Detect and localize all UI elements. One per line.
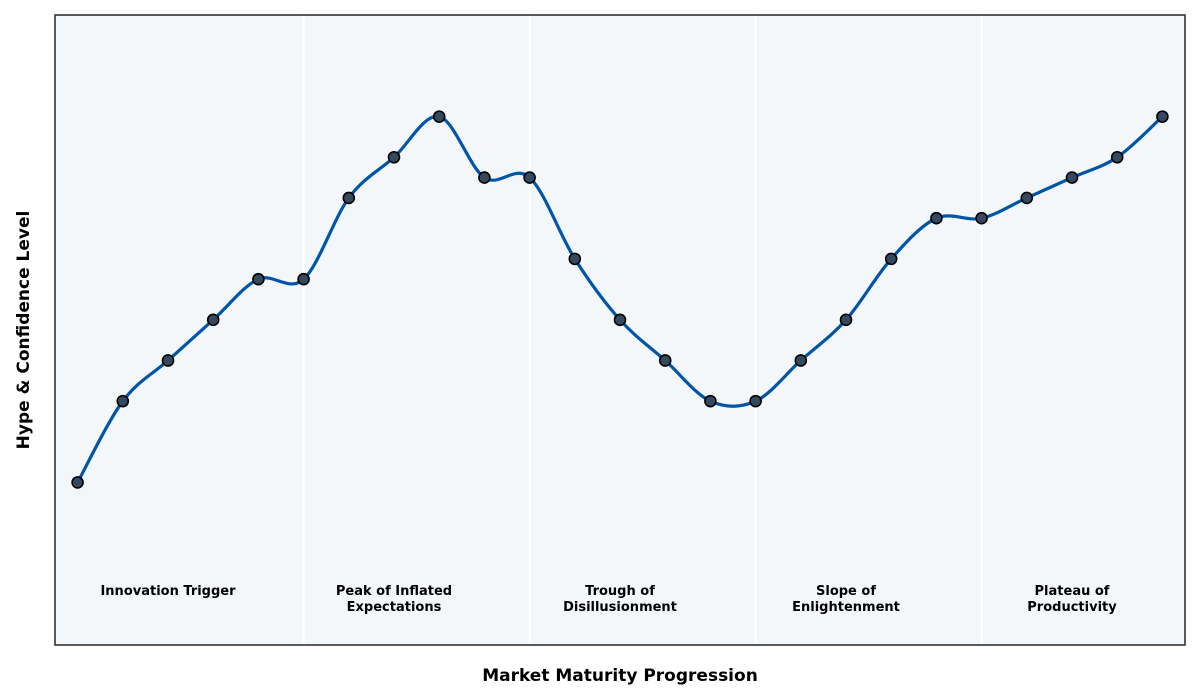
data-point-12	[613, 313, 627, 327]
phase-label-line: Slope of	[816, 584, 876, 599]
data-point-22	[1065, 171, 1079, 184]
phase-labels: Innovation Trigger Peak of Inflated Expect…	[100, 584, 1117, 615]
data-point-24	[1156, 110, 1169, 123]
data-point-21	[1020, 191, 1034, 205]
data-point-3	[206, 313, 220, 327]
phase-label-3: Slope of Enlightenment	[792, 584, 900, 615]
data-point-16	[794, 354, 808, 367]
data-point-5	[297, 272, 310, 286]
data-point-10	[523, 171, 536, 184]
data-point-8	[432, 110, 446, 123]
data-point-1	[116, 394, 130, 408]
data-point-23	[1110, 150, 1124, 164]
phase-label-line: Productivity	[1027, 600, 1117, 615]
data-point-19	[930, 211, 943, 225]
phase-label-2: Trough of Disillusionment	[563, 584, 677, 615]
plot-frame	[54, 14, 1186, 646]
data-point-15	[749, 394, 762, 408]
phase-label-line: Trough of	[585, 584, 655, 599]
data-markers	[71, 110, 1169, 489]
data-point-6	[342, 191, 356, 205]
data-point-7	[387, 150, 401, 164]
phase-label-line: Innovation Trigger	[100, 584, 236, 599]
phase-label-line: Disillusionment	[563, 600, 677, 615]
phase-dividers	[302, 15, 983, 645]
y-axis-title: Hype & Confidence Level	[14, 211, 34, 450]
x-axis-title: Market Maturity Progression	[482, 666, 758, 686]
data-point-11	[568, 252, 582, 266]
phase-label-1: Peak of Inflated Expectations	[336, 584, 452, 615]
phase-label-line: Expectations	[347, 600, 442, 615]
data-point-18	[884, 252, 898, 266]
data-point-0	[71, 476, 84, 489]
data-point-14	[704, 394, 717, 408]
phase-label-line: Enlightenment	[792, 600, 900, 615]
data-point-2	[161, 354, 175, 367]
data-point-20	[975, 211, 988, 225]
phase-label-0: Innovation Trigger	[100, 584, 236, 599]
data-point-17	[839, 313, 853, 327]
data-point-9	[478, 171, 491, 184]
phase-label-line: Peak of Inflated	[336, 584, 452, 599]
data-point-13	[658, 354, 672, 367]
phase-label-line: Plateau of	[1035, 584, 1110, 599]
plot-background	[55, 15, 1185, 645]
data-point-4	[252, 272, 265, 286]
phase-label-4: Plateau of Productivity	[1027, 584, 1117, 615]
